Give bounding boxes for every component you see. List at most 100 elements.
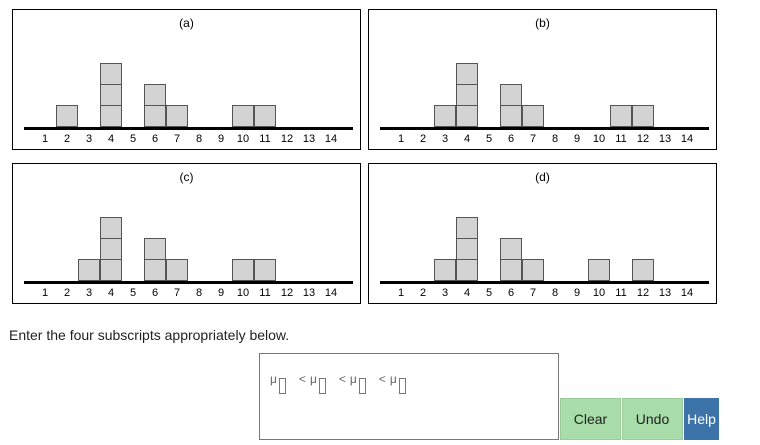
dot-plot-panel: (a) 1 2 3 4 5 6 7 8 9 10 11 12 13 14 (12, 9, 361, 150)
axis-tick-label: 1 (397, 133, 405, 145)
mu-symbol: μ (309, 372, 317, 386)
data-box (56, 105, 78, 127)
clear-button[interactable]: Clear (560, 398, 621, 440)
data-box (522, 105, 544, 127)
subscript-slot-1[interactable] (278, 378, 286, 394)
axis-tick-label: 5 (485, 133, 493, 145)
axis-tick-label: 5 (485, 287, 493, 299)
axis-tick-label: 10 (236, 287, 250, 299)
axis-tick-label: 1 (41, 287, 49, 299)
axis-tick-label: 10 (592, 287, 606, 299)
dot-plot-panel: (c) 1 2 3 4 5 6 7 8 9 10 11 12 13 14 (12, 163, 361, 304)
axis-tick-label: 1 (41, 133, 49, 145)
axis-tick-label: 2 (419, 287, 427, 299)
mu-symbol: μ (389, 372, 397, 386)
axis-tick-label: 1 (397, 287, 405, 299)
data-box (500, 84, 522, 106)
data-box (144, 238, 166, 260)
undo-button[interactable]: Undo (622, 398, 683, 440)
data-box (456, 217, 478, 239)
axis-tick-label: 9 (573, 287, 581, 299)
axis-tick-label: 3 (441, 287, 449, 299)
panel-title: (d) (535, 170, 550, 184)
instruction-text: Enter the four subscripts appropriately … (9, 327, 290, 343)
data-box (254, 259, 276, 281)
subscript-slot-3[interactable] (358, 378, 366, 394)
data-box (78, 259, 100, 281)
panel-title: (c) (179, 170, 194, 184)
axis-tick-label: 8 (551, 287, 559, 299)
data-box (144, 105, 166, 127)
data-box (434, 105, 456, 127)
less-than-operator: < (378, 372, 386, 386)
axis-tick-label: 3 (441, 133, 449, 145)
data-box (456, 105, 478, 127)
data-box (456, 84, 478, 106)
axis-tick-label: 14 (324, 287, 338, 299)
axis-tick-label: 11 (615, 133, 627, 145)
axis-tick-label: 3 (85, 287, 93, 299)
data-box (100, 217, 122, 239)
data-box (500, 259, 522, 281)
axis-tick-label: 13 (658, 133, 672, 145)
data-box (456, 238, 478, 260)
subscript-slot-2[interactable] (318, 378, 326, 394)
axis-tick-label: 8 (195, 287, 203, 299)
number-line-axis (24, 281, 353, 284)
axis-tick-label: 4 (107, 287, 115, 299)
axis-tick-label: 8 (551, 133, 559, 145)
axis-tick-label: 12 (636, 287, 650, 299)
answer-input-area[interactable]: μ < μ < μ < μ (259, 353, 559, 440)
data-box (456, 63, 478, 85)
panel-title: (b) (535, 16, 550, 30)
data-box (100, 105, 122, 127)
axis-tick-label: 9 (217, 133, 225, 145)
axis-tick-label: 10 (236, 133, 250, 145)
number-line-axis (380, 127, 709, 130)
panel-title: (a) (179, 16, 194, 30)
axis-tick-label: 4 (463, 287, 471, 299)
dot-plot-panel: (b) 1 2 3 4 5 6 7 8 9 10 11 12 13 14 (368, 9, 717, 150)
axis-tick-label: 7 (173, 133, 181, 145)
axis-tick-label: 6 (151, 133, 159, 145)
axis-tick-label: 6 (151, 287, 159, 299)
subscript-slot-4[interactable] (398, 378, 406, 394)
axis-tick-label: 8 (195, 133, 203, 145)
axis-tick-label: 3 (85, 133, 93, 145)
axis-tick-label: 9 (217, 287, 225, 299)
data-box (632, 105, 654, 127)
data-box (166, 259, 188, 281)
data-box (232, 259, 254, 281)
data-box (610, 105, 632, 127)
axis-tick-label: 9 (573, 133, 581, 145)
axis-tick-label: 7 (173, 287, 181, 299)
help-button[interactable]: Help (684, 398, 719, 440)
data-box (100, 63, 122, 85)
data-box (166, 105, 188, 127)
data-box (456, 259, 478, 281)
axis-tick-label: 5 (129, 287, 137, 299)
axis-tick-label: 14 (680, 133, 694, 145)
axis-tick-label: 2 (63, 287, 71, 299)
data-box (522, 259, 544, 281)
axis-tick-label: 12 (280, 133, 294, 145)
axis-tick-label: 4 (107, 133, 115, 145)
data-box (500, 238, 522, 260)
axis-tick-label: 11 (615, 287, 627, 299)
data-box (254, 105, 276, 127)
data-box (434, 259, 456, 281)
mu-symbol: μ (270, 372, 277, 386)
axis-tick-label: 13 (658, 287, 672, 299)
axis-tick-label: 11 (259, 133, 271, 145)
axis-tick-label: 12 (636, 133, 650, 145)
dot-plot-panel: (d) 1 2 3 4 5 6 7 8 9 10 11 12 13 14 (368, 163, 717, 304)
axis-tick-label: 4 (463, 133, 471, 145)
data-box (232, 105, 254, 127)
number-line-axis (380, 281, 709, 284)
data-box (144, 84, 166, 106)
axis-tick-label: 14 (680, 287, 694, 299)
axis-tick-label: 7 (529, 133, 537, 145)
axis-tick-label: 11 (259, 287, 271, 299)
data-box (100, 238, 122, 260)
data-box (588, 259, 610, 281)
